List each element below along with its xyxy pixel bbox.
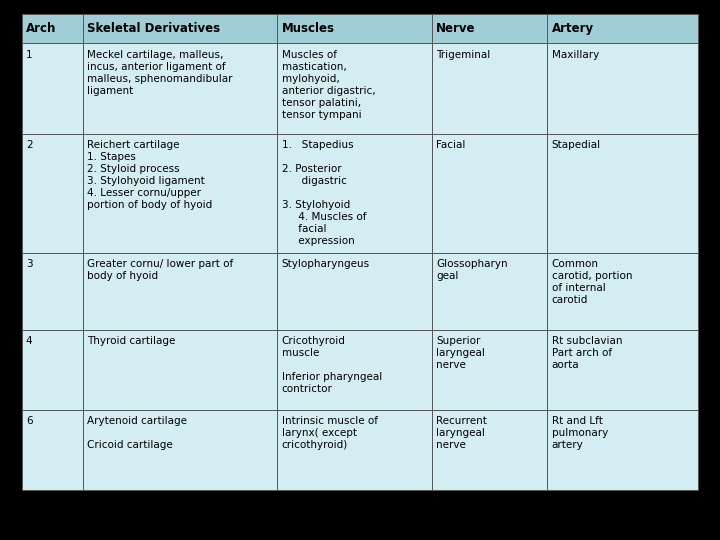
Text: Stapedial: Stapedial [552,140,600,151]
Bar [277,134,432,253]
Bar [547,14,698,43]
Text: Glossopharyn
geal: Glossopharyn geal [436,259,508,281]
Bar [22,134,83,253]
Text: 1: 1 [26,50,32,60]
Bar [432,134,547,253]
Bar [22,43,83,134]
Text: Reichert cartilage
1. Stapes
2. Styloid process
3. Stylohyoid ligament
4. Lesser: Reichert cartilage 1. Stapes 2. Styloid … [87,140,212,211]
Bar [547,134,698,253]
Text: Arch: Arch [26,22,56,35]
Text: Muscles of
mastication,
mylohyoid,
anterior digastric,
tensor palatini,
tensor t: Muscles of mastication, mylohyoid, anter… [282,50,375,120]
Text: Thyroid cartilage: Thyroid cartilage [87,336,176,347]
Text: Skeletal Derivatives: Skeletal Derivatives [87,22,220,35]
Text: Recurrent
laryngeal
nerve: Recurrent laryngeal nerve [436,416,487,450]
Bar [547,43,698,134]
Bar [277,253,432,330]
Bar [432,43,547,134]
Text: 3: 3 [26,259,32,269]
Bar [83,410,277,490]
Bar [432,410,547,490]
Text: Muscles: Muscles [282,22,335,35]
Bar [277,14,432,43]
Bar [547,253,698,330]
Bar [22,330,83,410]
Bar [547,330,698,410]
Bar [83,134,277,253]
Bar [22,14,83,43]
Bar [277,43,432,134]
Bar [22,410,83,490]
Text: 1.   Stapedius

2. Posterior
      digastric

3. Stylohyoid
     4. Muscles of
 : 1. Stapedius 2. Posterior digastric 3. S… [282,140,366,246]
Text: Common
carotid, portion
of internal
carotid: Common carotid, portion of internal caro… [552,259,632,305]
Text: Superior
laryngeal
nerve: Superior laryngeal nerve [436,336,485,370]
Bar [83,253,277,330]
Bar [432,14,547,43]
Bar [547,410,698,490]
Bar [277,410,432,490]
Text: Nerve: Nerve [436,22,476,35]
Bar [22,253,83,330]
Text: 6: 6 [26,416,32,427]
Text: 2: 2 [26,140,32,151]
Text: Meckel cartilage, malleus,
incus, anterior ligament of
malleus, sphenomandibular: Meckel cartilage, malleus, incus, anteri… [87,50,233,96]
Text: Maxillary: Maxillary [552,50,599,60]
Text: Trigeminal: Trigeminal [436,50,490,60]
Text: Facial: Facial [436,140,466,151]
Text: Arytenoid cartilage

Cricoid cartilage: Arytenoid cartilage Cricoid cartilage [87,416,187,450]
Text: 4: 4 [26,336,32,347]
Bar [277,330,432,410]
Text: Rt and Lft
pulmonary
artery: Rt and Lft pulmonary artery [552,416,608,450]
Text: Cricothyroid
muscle

Inferior pharyngeal
contrictor: Cricothyroid muscle Inferior pharyngeal … [282,336,382,394]
Text: Artery: Artery [552,22,594,35]
Bar [432,330,547,410]
Bar [432,253,547,330]
Text: Rt subclavian
Part arch of
aorta: Rt subclavian Part arch of aorta [552,336,622,370]
Bar [83,14,277,43]
Bar [83,43,277,134]
Text: Intrinsic muscle of
larynx( except
cricothyroid): Intrinsic muscle of larynx( except crico… [282,416,377,450]
Bar [83,330,277,410]
Text: Stylopharyngeus: Stylopharyngeus [282,259,369,269]
Text: Greater cornu/ lower part of
body of hyoid: Greater cornu/ lower part of body of hyo… [87,259,233,281]
